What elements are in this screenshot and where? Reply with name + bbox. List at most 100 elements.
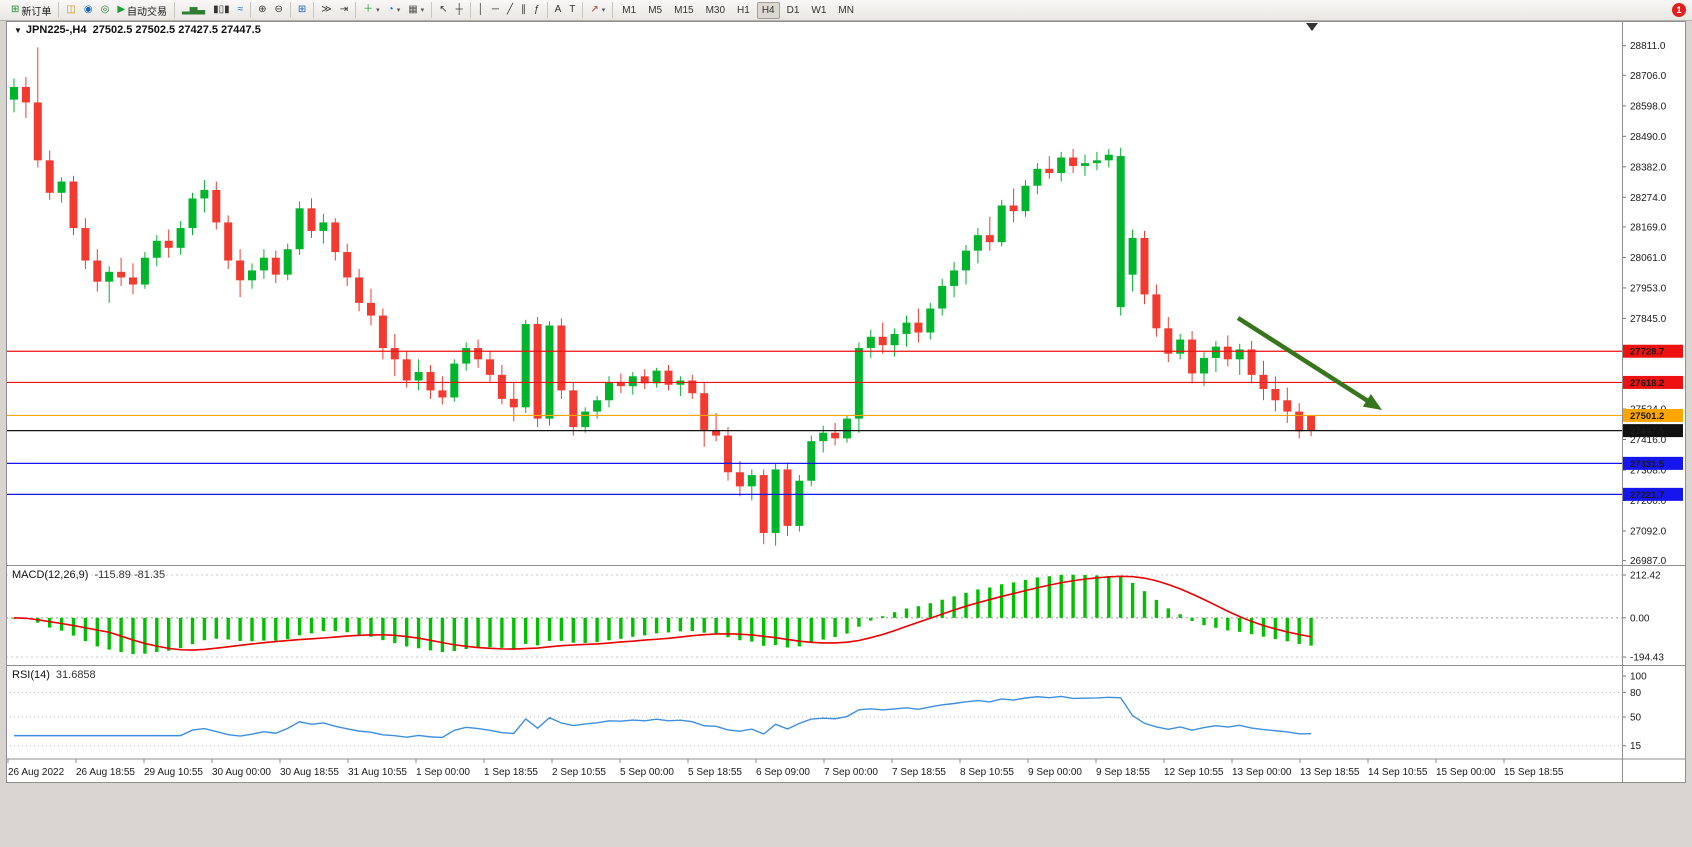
- label-icon: T: [569, 4, 576, 15]
- svg-text:1 Sep 18:55: 1 Sep 18:55: [484, 767, 538, 778]
- chart-shift-button[interactable]: ⇥: [336, 1, 352, 19]
- svg-text:27221.7: 27221.7: [1630, 490, 1664, 501]
- svg-text:27618.2: 27618.2: [1630, 378, 1664, 389]
- notification-badge[interactable]: 1: [1672, 3, 1686, 17]
- fibonacci-icon: ƒ: [534, 4, 540, 15]
- profiles-icon[interactable]: ◉: [80, 1, 97, 19]
- candlestick-chart-button[interactable]: ▮▯▮: [209, 1, 234, 19]
- auto-scroll-icon: ≫: [321, 4, 332, 15]
- chart-title: ▼ JPN225-,H4 27502.5 27502.5 27427.5 2744…: [14, 24, 261, 36]
- refresh-icon: ◎: [100, 4, 110, 15]
- svg-text:9 Sep 00:00: 9 Sep 00:00: [1028, 767, 1082, 778]
- timeframe-h4-button[interactable]: H4: [756, 1, 780, 19]
- svg-text:27447.5: 27447.5: [1630, 426, 1665, 437]
- macd-indicator: 212.42 0.00 -194.43: [6, 570, 1664, 664]
- trendline-icon: ╱: [507, 4, 514, 15]
- channel-icon: ∥: [521, 4, 527, 15]
- svg-text:29 Aug 10:55: 29 Aug 10:55: [144, 767, 203, 778]
- indicators-button[interactable]: ＋ ▾: [359, 1, 384, 19]
- horizontal-line-button[interactable]: ─: [488, 1, 503, 19]
- tile-windows-button[interactable]: ⊞: [294, 1, 310, 19]
- trendline-button[interactable]: ╱: [503, 1, 517, 19]
- svg-text:26987.0: 26987.0: [1630, 556, 1667, 567]
- ohlc-values: 27502.5 27502.5 27427.5 27447.5: [92, 24, 261, 36]
- timeframe-group: M1 M5 M15 M30 H1 H4 D1 W1 MN: [613, 1, 863, 19]
- text-button[interactable]: A: [551, 1, 566, 19]
- channel-button[interactable]: ∥: [517, 1, 530, 19]
- svg-text:7 Sep 00:00: 7 Sep 00:00: [824, 767, 878, 778]
- chart-canvas[interactable]: [6, 21, 1686, 782]
- pane-borders: [6, 21, 1686, 783]
- timeframe-m5-button[interactable]: M5: [648, 4, 663, 16]
- fibonacci-button[interactable]: ƒ: [530, 1, 544, 19]
- svg-text:28169.0: 28169.0: [1630, 222, 1667, 233]
- svg-text:27501.2: 27501.2: [1630, 411, 1664, 422]
- periods-button[interactable]: ◔ ▾: [384, 1, 405, 19]
- svg-text:1 Sep 00:00: 1 Sep 00:00: [416, 767, 470, 778]
- zoom-out-icon: ⊖: [274, 4, 283, 15]
- svg-text:28706.0: 28706.0: [1630, 71, 1667, 82]
- trend-arrow-annotation[interactable]: [1236, 316, 1382, 410]
- bar-chart-button[interactable]: ▂▅▃: [178, 1, 209, 19]
- svg-text:15 Sep 00:00: 15 Sep 00:00: [1436, 767, 1496, 778]
- chart-window-icon[interactable]: ◫: [62, 1, 79, 19]
- crosshair-button[interactable]: ┼: [452, 1, 467, 19]
- timeframe-m1-button[interactable]: M1: [622, 4, 637, 16]
- window-group: ⊞: [291, 1, 315, 19]
- shapes-button[interactable]: ↗ ▾: [586, 1, 609, 19]
- svg-text:27953.0: 27953.0: [1630, 283, 1667, 294]
- svg-text:15 Sep 18:55: 15 Sep 18:55: [1504, 767, 1564, 778]
- tile-windows-icon: ⊞: [297, 4, 307, 15]
- svg-text:7 Sep 18:55: 7 Sep 18:55: [892, 767, 946, 778]
- order-group: ⊞ 新订单: [4, 1, 60, 19]
- svg-text:2 Sep 10:55: 2 Sep 10:55: [552, 767, 606, 778]
- timeframe-d1-button[interactable]: D1: [786, 4, 800, 16]
- zoom-group: ⊕ ⊖: [251, 2, 291, 18]
- auto-scroll-button[interactable]: ≫: [317, 1, 335, 19]
- svg-text:15: 15: [1630, 741, 1642, 752]
- main-toolbar: ⊞ 新订单 ◫ ◉ ◎ ▶ 自动交易 ▂▅▃ ▮▯▮ ≈ ⊕ ⊖ ⊞ ≫ ⇥ ＋ ▾ ◔ ▾ ▦ ▾ ↖ ┼ │ ─ ╱ ∥ ƒ A T ↗…: [0, 0, 1692, 21]
- toolbar-button-groups: ⊞ 新订单 ◫ ◉ ◎ ▶ 自动交易 ▂▅▃ ▮▯▮ ≈ ⊕ ⊖ ⊞ ≫ ⇥ ＋ ▾ ◔ ▾ ▦ ▾ ↖ ┼ │ ─ ╱ ∥ ƒ A T ↗…: [4, 1, 863, 19]
- templates-button[interactable]: ▦ ▾: [404, 1, 428, 19]
- time-axis[interactable]: 26 Aug 2022 26 Aug 18:55 29 Aug 10:55 30 Au…: [7, 759, 1564, 778]
- timeframe-m30-button[interactable]: M30: [705, 4, 726, 16]
- line-chart-button[interactable]: ≈: [234, 1, 248, 19]
- template-icon: ▦: [408, 4, 418, 15]
- label-button[interactable]: T: [565, 1, 579, 19]
- svg-text:100: 100: [1630, 672, 1647, 683]
- refresh-icon[interactable]: ◎: [97, 1, 114, 19]
- svg-text:28811.0: 28811.0: [1630, 41, 1666, 52]
- timeframe-w1-button[interactable]: W1: [811, 4, 827, 16]
- macd-signal-line: [13, 575, 1312, 651]
- horizontal-lines: 27728.7 27618.2 27501.2 27447.5 27331.5 27221…: [6, 344, 1683, 501]
- vertical-line-icon: │: [477, 4, 484, 15]
- new-order-button[interactable]: ⊞ 新订单: [7, 1, 55, 19]
- timeframe-mn-button[interactable]: MN: [838, 4, 854, 16]
- rsi-indicator-label: RSI(14) 31.6858: [12, 669, 96, 681]
- zoom-in-button[interactable]: ⊕: [254, 1, 270, 19]
- autotrading-button[interactable]: ▶ 自动交易: [113, 1, 171, 19]
- rsi-name: RSI(14): [12, 669, 50, 681]
- zoom-out-button[interactable]: ⊖: [271, 1, 287, 19]
- vertical-line-button[interactable]: │: [474, 1, 488, 19]
- chart-shift-marker-icon[interactable]: [1306, 23, 1318, 31]
- price-tag-27221.7: [1623, 487, 1683, 501]
- cursor-button[interactable]: ↖: [435, 1, 451, 19]
- svg-text:30 Aug 00:00: 30 Aug 00:00: [212, 767, 271, 778]
- timeframe-m15-button[interactable]: M15: [674, 4, 694, 16]
- dropdown-caret-icon: ▾: [420, 7, 425, 14]
- timeframe-h1-button[interactable]: H1: [737, 4, 750, 16]
- price-tag-27618.2: [1623, 375, 1683, 389]
- one-click-trading-icon[interactable]: ▼: [14, 26, 22, 35]
- indicators-plus-icon: ＋: [363, 4, 374, 15]
- price-axis[interactable]: 28811.0 28706.0 28598.0 28490.0 28382.0 28274…: [1622, 41, 1667, 567]
- chart-shift-icon: ⇥: [339, 4, 349, 15]
- svg-text:27416.0: 27416.0: [1630, 435, 1667, 446]
- scroll-group: ≫ ⇥: [314, 1, 357, 19]
- rsi-line: [14, 695, 1312, 739]
- symbol-period-label: JPN225-,H4: [25, 24, 87, 36]
- svg-text:5 Sep 18:55: 5 Sep 18:55: [688, 767, 742, 778]
- dropdown-caret-icon: ▾: [396, 7, 401, 14]
